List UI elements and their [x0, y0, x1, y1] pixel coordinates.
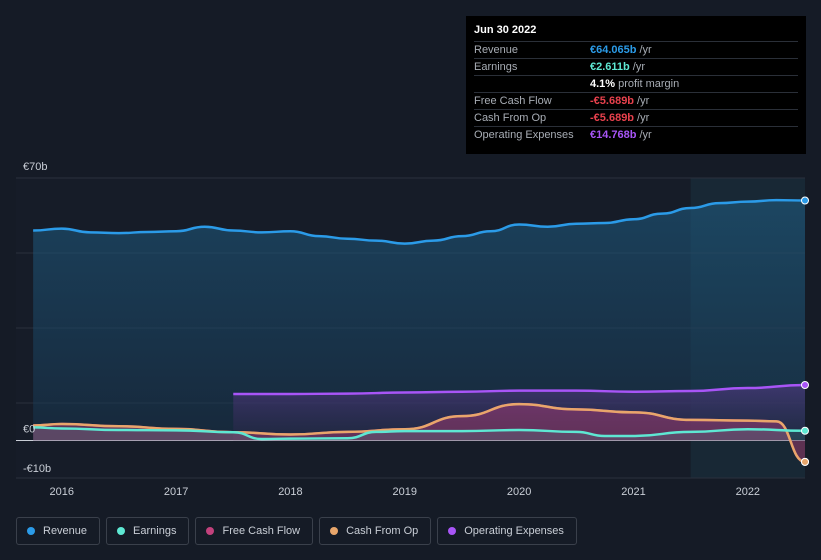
tooltip-row-label: Cash From Op: [474, 112, 547, 124]
tooltip-row-unit: /yr: [639, 44, 652, 56]
legend-item-label: Operating Expenses: [464, 525, 564, 537]
cash-from-op-endpoint: [801, 457, 809, 466]
tooltip-row: Free Cash Flow -€5.689b/yr: [474, 92, 798, 109]
tooltip-row-value: -€5.689b: [590, 112, 635, 124]
tooltip-date: Jun 30 2022: [474, 24, 537, 36]
x-tick-label: 2020: [507, 486, 531, 498]
legend-item-cash-from-op[interactable]: Cash From Op: [319, 517, 432, 545]
tooltip-row: Revenue €64.065b/yr: [474, 41, 798, 58]
revenue-endpoint: [801, 196, 809, 205]
x-tick-label: 2021: [621, 486, 645, 498]
y-tick-label: €0: [23, 424, 35, 436]
cash-from-op-line: [33, 402, 806, 464]
tooltip-row-unit: /yr: [632, 61, 645, 73]
tooltip-row-label: Earnings: [474, 61, 518, 73]
tooltip-row-unit: profit margin: [618, 78, 680, 90]
tooltip-row-unit: /yr: [639, 129, 652, 141]
operating-expenses-endpoint: [801, 381, 809, 389]
legend-item-free-cash-flow[interactable]: Free Cash Flow: [195, 517, 314, 545]
legend-item-earnings[interactable]: Earnings: [106, 517, 190, 545]
tooltip-row-label: Free Cash Flow: [474, 95, 552, 107]
tooltip-row-value: -€5.689b: [590, 95, 635, 107]
x-tick-label: 2016: [49, 486, 73, 498]
legend-dot-icon: [27, 527, 35, 535]
tooltip-row: Cash From Op -€5.689b/yr: [474, 109, 798, 126]
earnings-line: [33, 426, 806, 441]
y-tick-label: €70b: [23, 161, 47, 173]
legend-item-label: Free Cash Flow: [222, 525, 301, 537]
legend-item-label: Cash From Op: [346, 525, 419, 537]
earnings-endpoint: [801, 426, 809, 435]
legend-item-label: Revenue: [43, 525, 88, 537]
legend-item-label: Earnings: [133, 525, 177, 537]
operating-expenses-area: [233, 385, 805, 441]
legend-dot-icon: [330, 527, 339, 535]
legend-dot-icon: [448, 527, 457, 535]
tooltip-row: Operating Expenses €14.768b/yr: [474, 126, 798, 143]
tooltip-row: 4.1% profit margin: [474, 75, 798, 92]
free-cash-flow-area: [33, 404, 806, 462]
tooltip-panel: Jun 30 2022 Revenue €64.065b/yr Earnings €2…: [466, 16, 806, 154]
tooltip-row-label: Revenue: [474, 44, 519, 56]
chart-legend: Revenue Earnings Free Cash Flow Cash From O…: [16, 517, 577, 545]
legend-item-operating-expenses[interactable]: Operating Expenses: [437, 517, 577, 545]
x-tick-label: 2019: [393, 486, 417, 498]
x-tick-label: 2018: [278, 486, 302, 498]
operating-expenses-line: [233, 383, 806, 396]
revenue-area: [33, 200, 806, 441]
tooltip-row-value: €64.065b: [590, 44, 637, 56]
legend-item-revenue[interactable]: Revenue: [16, 517, 101, 545]
tooltip-row-label: [474, 76, 590, 92]
legend-dot-icon: [206, 527, 215, 535]
tooltip-row-unit: /yr: [637, 95, 650, 107]
legend-dot-icon: [117, 527, 126, 535]
revenue-line: [33, 198, 806, 245]
tooltip-row-unit: /yr: [637, 112, 650, 124]
tooltip-row: Earnings €2.611b/yr: [474, 58, 798, 75]
tooltip-row-value: €14.768b: [590, 129, 637, 141]
cash-from-op-area: [33, 404, 806, 462]
tooltip-row-value: 4.1%: [590, 78, 616, 90]
y-tick-label: -€10b: [23, 463, 51, 475]
x-tick-label: 2017: [164, 486, 188, 498]
x-tick-label: 2022: [736, 486, 760, 498]
tooltip-row-label: Operating Expenses: [474, 129, 574, 141]
tooltip-row-value: €2.611b: [590, 61, 630, 73]
financials-chart: €70b €0 -€10b 2016 2017 2018 2019 2020 2021 2022: [16, 161, 809, 498]
